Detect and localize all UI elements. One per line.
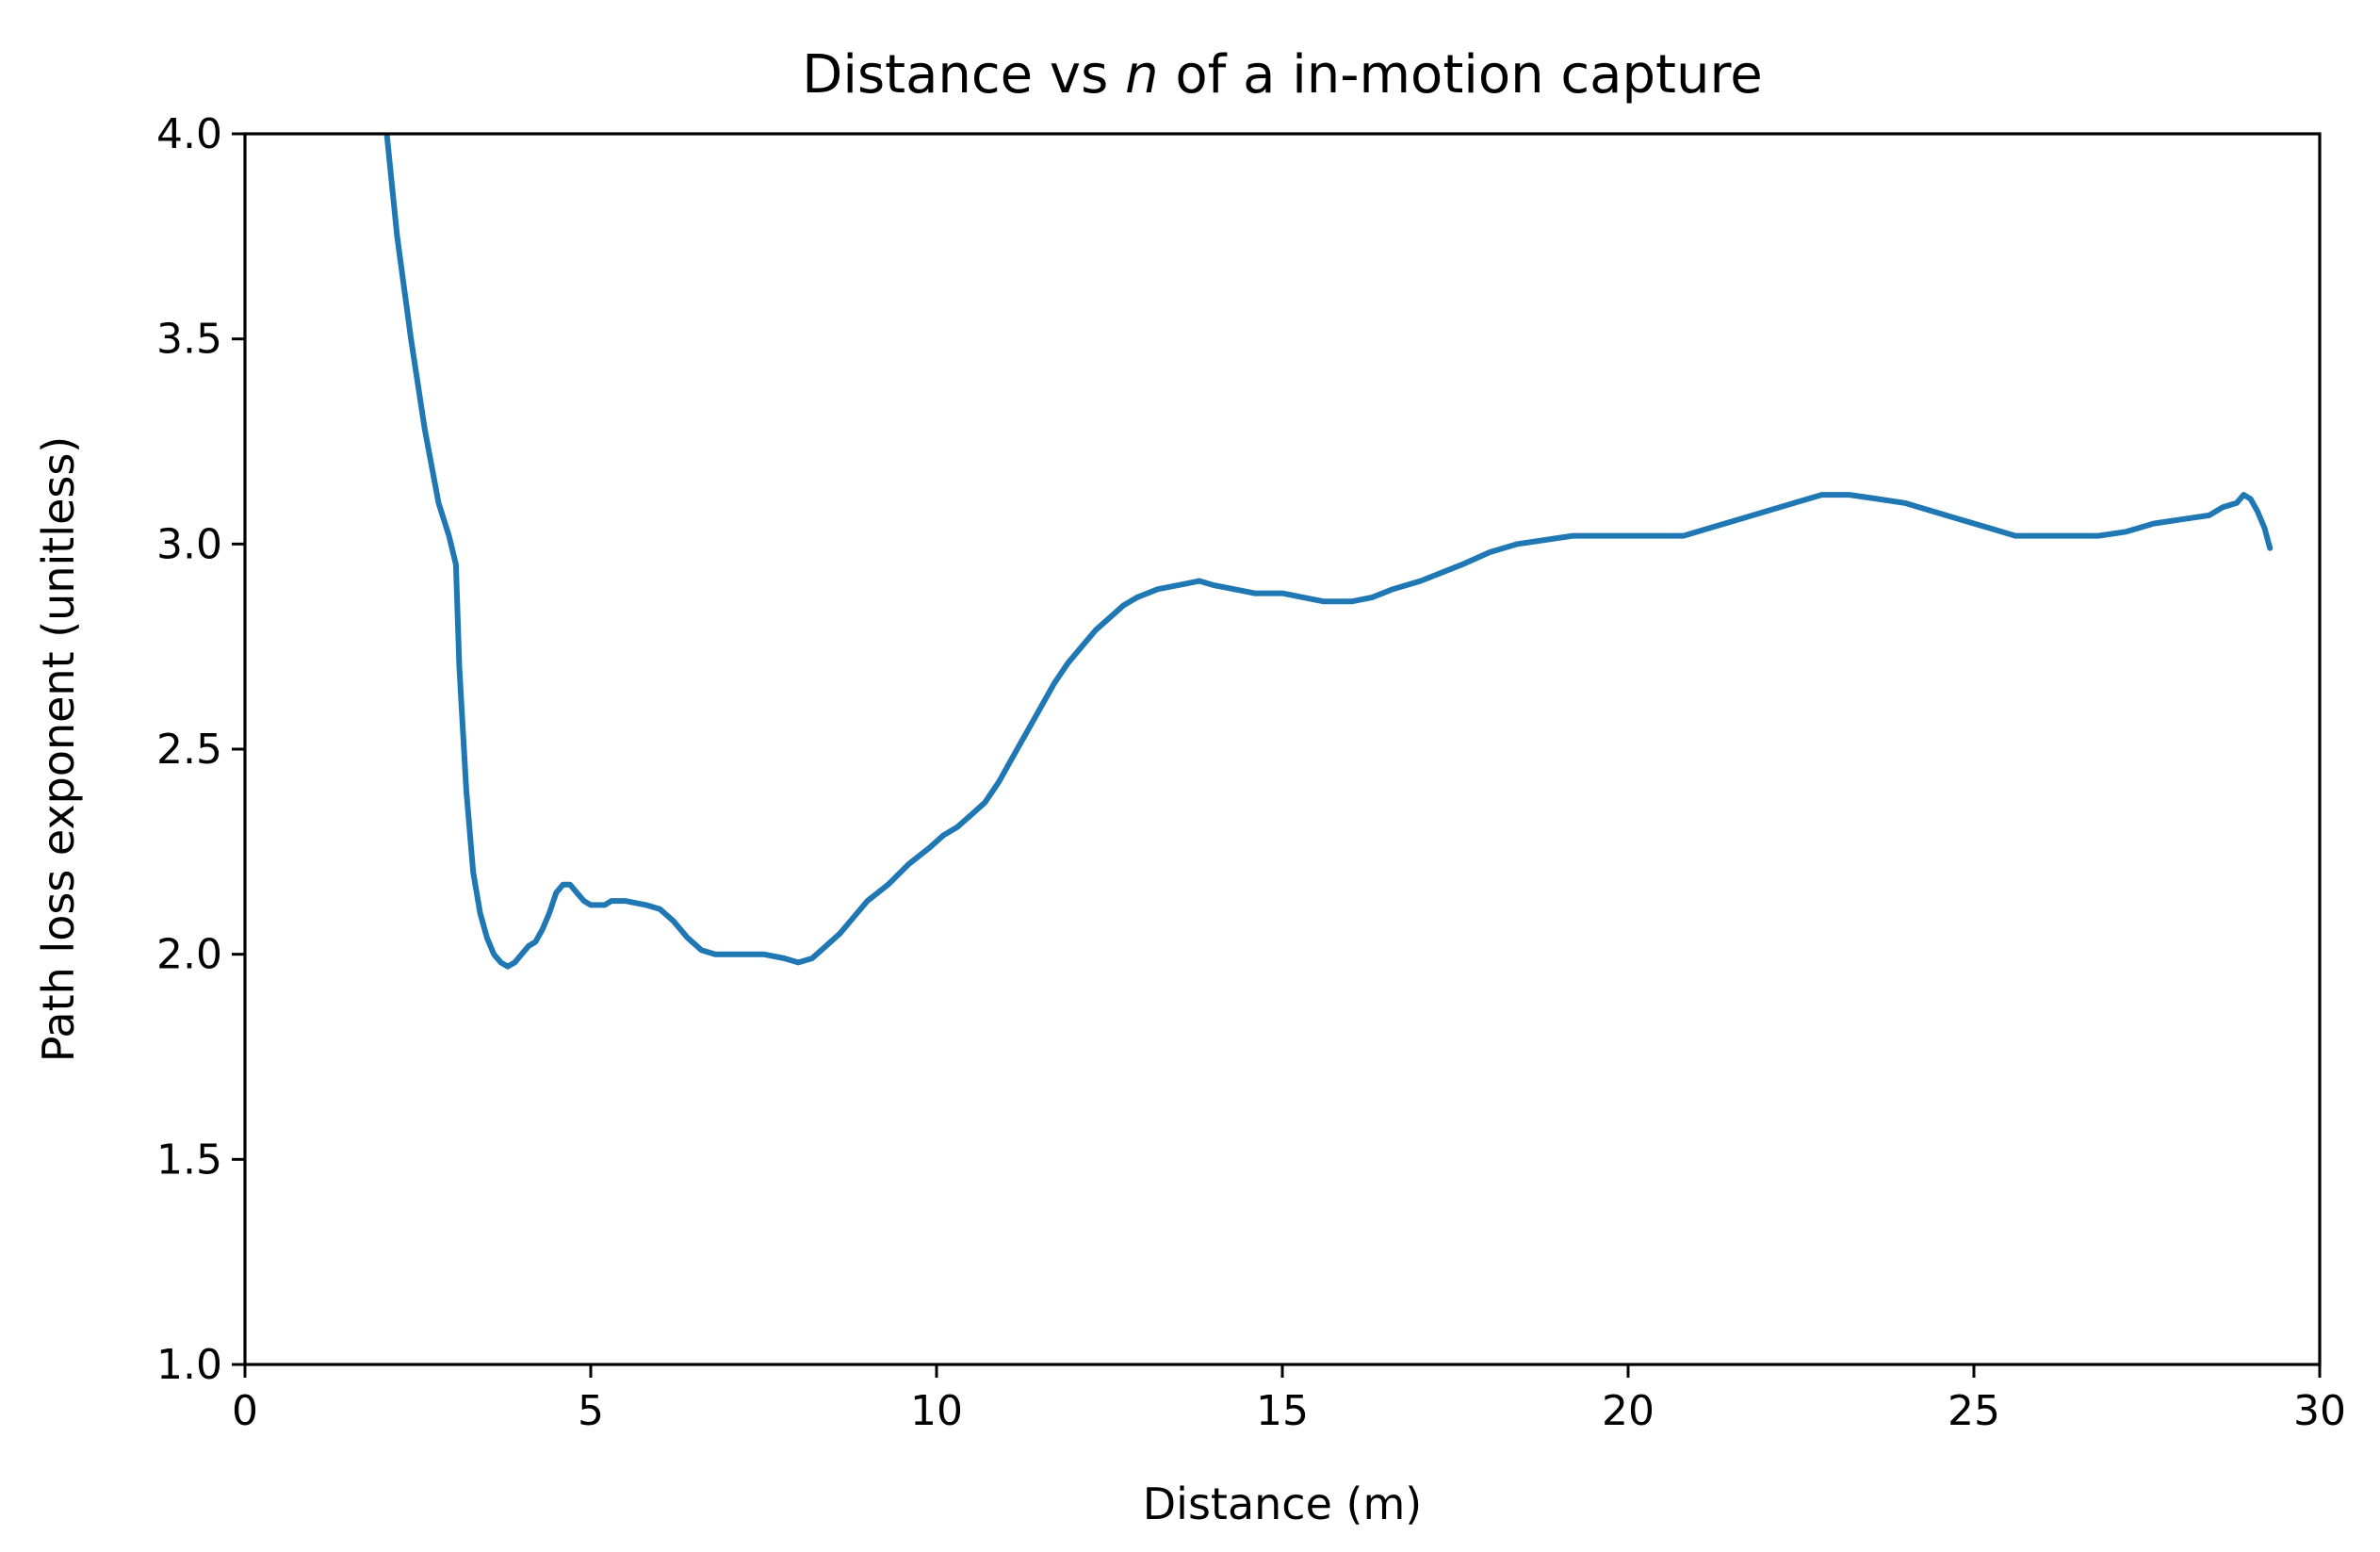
plot-area-frame (243, 132, 2322, 1366)
y-tick-label: 2.5 (156, 726, 222, 774)
x-tick-label: 0 (232, 1387, 258, 1435)
chart-title: Distance vs n of a in-motion capture (802, 44, 1762, 106)
series-line (383, 134, 2274, 970)
y-tick-label: 2.0 (156, 931, 222, 979)
y-tick-label: 3.0 (156, 520, 222, 568)
y-tick-label: 1.0 (156, 1341, 222, 1389)
y-axis-label: Path loss exponent (unitless) (33, 436, 84, 1063)
x-axis-label: Distance (m) (1143, 1478, 1422, 1529)
x-tick-label: 20 (1602, 1387, 1655, 1435)
x-tick-label: 10 (910, 1387, 963, 1435)
x-axis-ticks: 0 5 10 15 20 25 30 (232, 1364, 2346, 1435)
y-axis-ticks: 1.0 1.5 2.0 2.5 3.0 3.5 4.0 (156, 110, 245, 1389)
y-tick-label: 4.0 (156, 110, 222, 158)
title-variable-n: n (1125, 44, 1159, 106)
x-tick-label: 25 (1948, 1387, 2000, 1435)
x-tick-label: 15 (1256, 1387, 1309, 1435)
x-tick-label: 5 (578, 1387, 604, 1435)
y-tick-label: 3.5 (156, 316, 222, 364)
x-tick-label: 30 (2293, 1387, 2346, 1435)
plot-line-layer (383, 134, 2274, 970)
title-part-1: Distance vs (802, 44, 1125, 106)
title-part-3: of a in-motion capture (1159, 44, 1763, 106)
y-tick-label: 1.5 (156, 1135, 222, 1184)
